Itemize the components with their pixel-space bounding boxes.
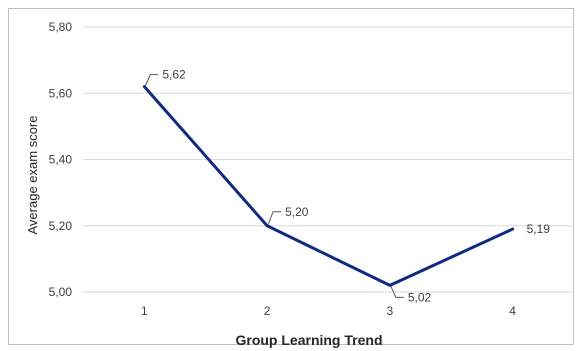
data-label: 5,20	[285, 205, 309, 219]
data-label-leader	[144, 74, 159, 86]
y-tick-label: 5,40	[49, 153, 73, 167]
data-label: 5,62	[162, 68, 186, 82]
chart-frame	[8, 8, 574, 345]
x-axis-title: Group Learning Trend	[235, 332, 382, 348]
y-axis-title: Average exam score	[25, 116, 40, 235]
y-tick-label: 5,00	[49, 285, 73, 299]
x-tick-label: 2	[264, 304, 271, 318]
data-label-leader	[390, 286, 404, 298]
series	[142, 85, 515, 287]
data-labels: 5,62 5,20 5,02 5,19	[144, 68, 551, 304]
data-label-leader	[267, 211, 282, 225]
y-tick-label: 5,80	[49, 20, 73, 34]
y-tick-label: 5,60	[49, 86, 73, 100]
x-axis-ticks: 1 2 3 4	[141, 304, 516, 318]
x-tick-label: 1	[141, 304, 148, 318]
gridlines	[83, 26, 574, 293]
y-axis-ticks: 5,00 5,20 5,40 5,60 5,80	[49, 20, 73, 299]
data-label: 5,19	[527, 222, 551, 236]
data-label: 5,02	[408, 290, 432, 304]
x-tick-label: 4	[509, 304, 516, 318]
x-tick-label: 3	[387, 304, 394, 318]
series-line	[142, 85, 515, 287]
y-tick-label: 5,20	[49, 219, 73, 233]
